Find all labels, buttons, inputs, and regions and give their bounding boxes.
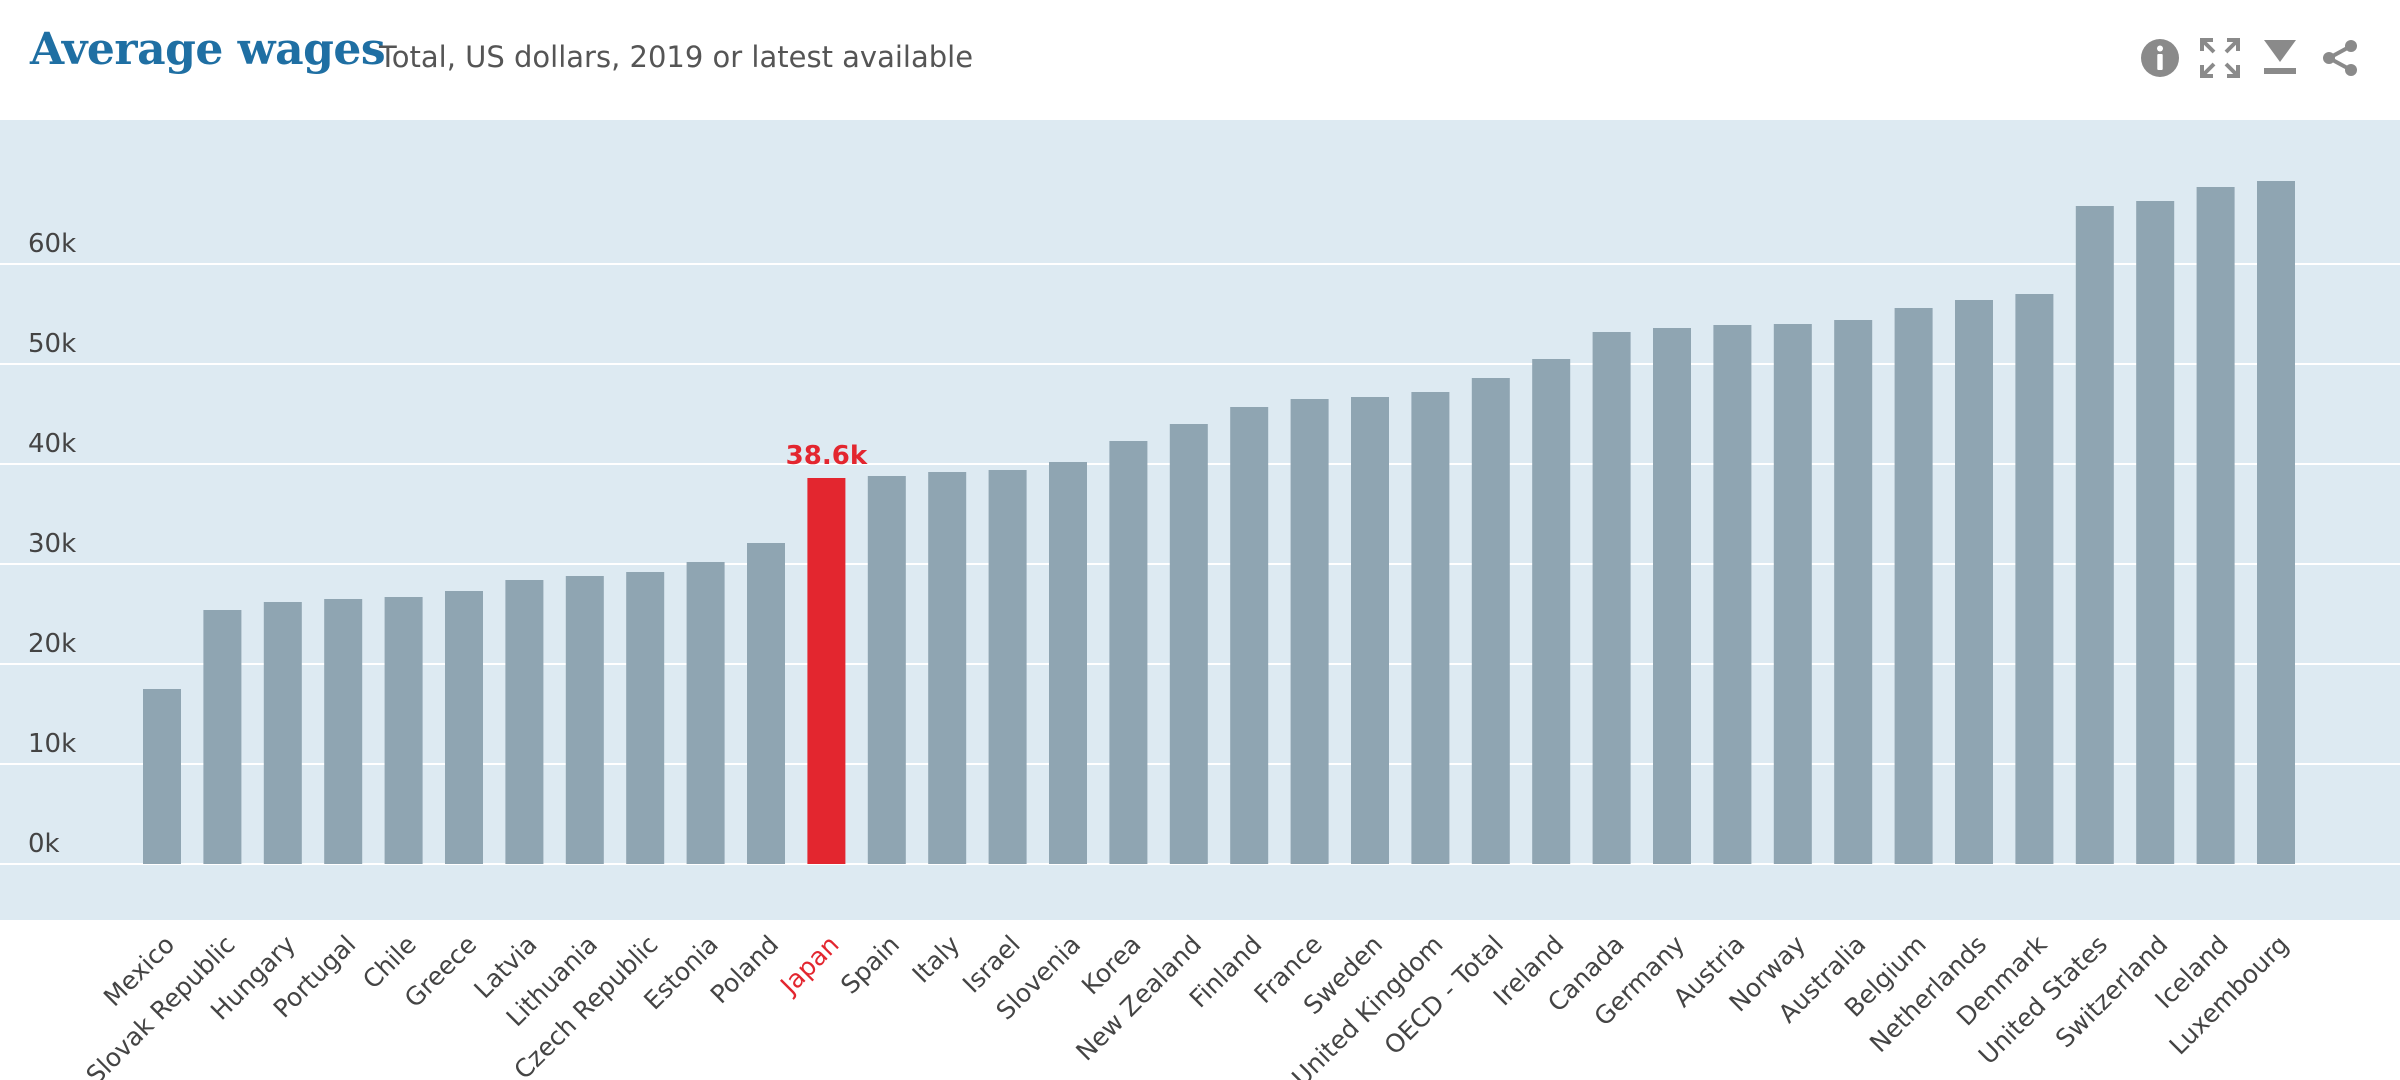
bar-estonia[interactable] <box>686 562 725 864</box>
y-tick-label: 0k <box>28 829 60 859</box>
x-tick-label: Italy <box>907 930 966 989</box>
bar-poland[interactable] <box>747 543 785 864</box>
bar-canada[interactable] <box>1592 332 1631 864</box>
bar-slovak-republic[interactable] <box>203 610 242 864</box>
info-icon[interactable] <box>2138 36 2182 80</box>
bar-united-kingdom[interactable] <box>1411 392 1450 864</box>
bar-iceland[interactable] <box>2196 187 2235 864</box>
y-tick-label: 60k <box>28 229 76 259</box>
bar-australia[interactable] <box>1834 320 1873 864</box>
bar-denmark[interactable] <box>2015 294 2054 864</box>
bar-japan[interactable] <box>807 478 846 864</box>
page-title: Average wages <box>30 24 386 75</box>
bar-oecd-total[interactable] <box>1471 378 1510 864</box>
bar-czech-republic[interactable] <box>626 572 665 864</box>
y-tick-label: 20k <box>28 629 76 659</box>
bar-norway[interactable] <box>1773 324 1812 864</box>
bar-latvia[interactable] <box>505 580 544 864</box>
bar-greece[interactable] <box>445 591 483 864</box>
bar-hungary[interactable] <box>263 602 302 864</box>
bar-israel[interactable] <box>988 470 1027 864</box>
y-tick-label: 10k <box>28 729 76 759</box>
highlight-value-label: 38.6k <box>786 441 868 471</box>
bar-sweden[interactable] <box>1351 397 1389 864</box>
bar-netherlands[interactable] <box>1955 300 1993 864</box>
bar-austria[interactable] <box>1713 325 1752 864</box>
y-tick-label: 50k <box>28 329 76 359</box>
y-tick-label: 30k <box>28 529 76 559</box>
download-icon[interactable] <box>2258 36 2302 80</box>
chart-header: Average wages Total, US dollars, 2019 or… <box>0 0 2400 120</box>
bar-luxembourg[interactable] <box>2257 181 2295 864</box>
bar-lithuania[interactable] <box>565 576 604 864</box>
bar-portugal[interactable] <box>324 599 363 864</box>
bar-mexico[interactable] <box>143 689 181 864</box>
bar-italy[interactable] <box>928 472 967 864</box>
fullscreen-icon[interactable] <box>2198 36 2242 80</box>
bar-switzerland[interactable] <box>2136 201 2175 864</box>
bar-finland[interactable] <box>1230 407 1269 864</box>
bar-spain[interactable] <box>867 476 906 864</box>
bar-chile[interactable] <box>384 597 423 864</box>
share-icon[interactable] <box>2318 36 2362 80</box>
bar-ireland[interactable] <box>1532 359 1571 864</box>
x-tick-label: Poland <box>705 930 785 1010</box>
bar-united-states[interactable] <box>2075 206 2114 864</box>
x-tick-label: Spain <box>835 930 905 1000</box>
bar-germany[interactable] <box>1653 328 1691 864</box>
bar-belgium[interactable] <box>1894 308 1933 864</box>
bar-france[interactable] <box>1290 399 1329 864</box>
y-tick-label: 40k <box>28 429 76 459</box>
chart-subtitle: Total, US dollars, 2019 or latest availa… <box>379 40 974 74</box>
bar-korea[interactable] <box>1109 441 1148 864</box>
bar-slovenia[interactable] <box>1049 462 1087 864</box>
x-tick-label: Japan <box>773 930 844 1001</box>
bar-new-zealand[interactable] <box>1169 424 1208 864</box>
